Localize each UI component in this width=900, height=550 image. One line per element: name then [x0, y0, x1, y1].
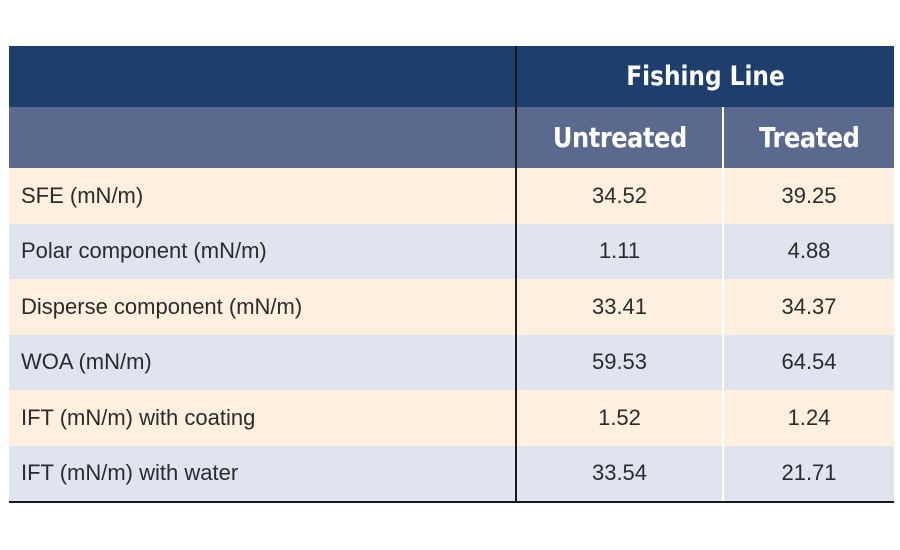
column-header-treated: Treated: [721, 107, 895, 168]
column-header-untreated: Untreated: [515, 107, 723, 168]
row-label: WOA (mN/m): [9, 334, 516, 390]
treated-value: 64.54: [721, 334, 895, 390]
empty-header-cell: [9, 46, 516, 107]
column-header-row: Untreated Treated: [9, 107, 895, 168]
group-header-label: Fishing Line: [626, 61, 785, 92]
table-row: IFT (mN/m) with water 33.54 21.71: [9, 445, 895, 503]
column-header-untreated-label: Untreated: [552, 121, 687, 154]
row-label: SFE (mN/m): [9, 168, 516, 224]
treated-value: 39.25: [721, 168, 895, 224]
untreated-value: 33.54: [515, 445, 723, 503]
row-label: IFT (mN/m) with coating: [9, 390, 516, 446]
row-label: Disperse component (mN/m): [9, 279, 516, 335]
fishing-line-table: Fishing Line Untreated Treated SFE (mN/m…: [9, 46, 895, 503]
untreated-value: 33.41: [515, 279, 723, 335]
group-header-row: Fishing Line: [9, 46, 895, 107]
treated-value: 4.88: [721, 223, 895, 279]
treated-value: 21.71: [721, 445, 895, 503]
table-row: IFT (mN/m) with coating 1.52 1.24: [9, 390, 895, 446]
untreated-value: 59.53: [515, 334, 723, 390]
empty-subheader-cell: [9, 107, 516, 168]
table-row: Disperse component (mN/m) 33.41 34.37: [9, 279, 895, 335]
untreated-value: 1.52: [515, 390, 723, 446]
untreated-value: 34.52: [515, 168, 723, 224]
table-row: SFE (mN/m) 34.52 39.25: [9, 168, 895, 224]
row-label: IFT (mN/m) with water: [9, 445, 516, 503]
column-header-treated-label: Treated: [758, 121, 860, 154]
table-row: Polar component (mN/m) 1.11 4.88: [9, 223, 895, 279]
table-row: WOA (mN/m) 59.53 64.54: [9, 334, 895, 390]
data-table-container: Fishing Line Untreated Treated SFE (mN/m…: [9, 46, 895, 503]
row-label: Polar component (mN/m): [9, 223, 516, 279]
treated-value: 1.24: [721, 390, 895, 446]
group-header-fishing-line: Fishing Line: [514, 46, 895, 107]
treated-value: 34.37: [721, 279, 895, 335]
untreated-value: 1.11: [515, 223, 723, 279]
